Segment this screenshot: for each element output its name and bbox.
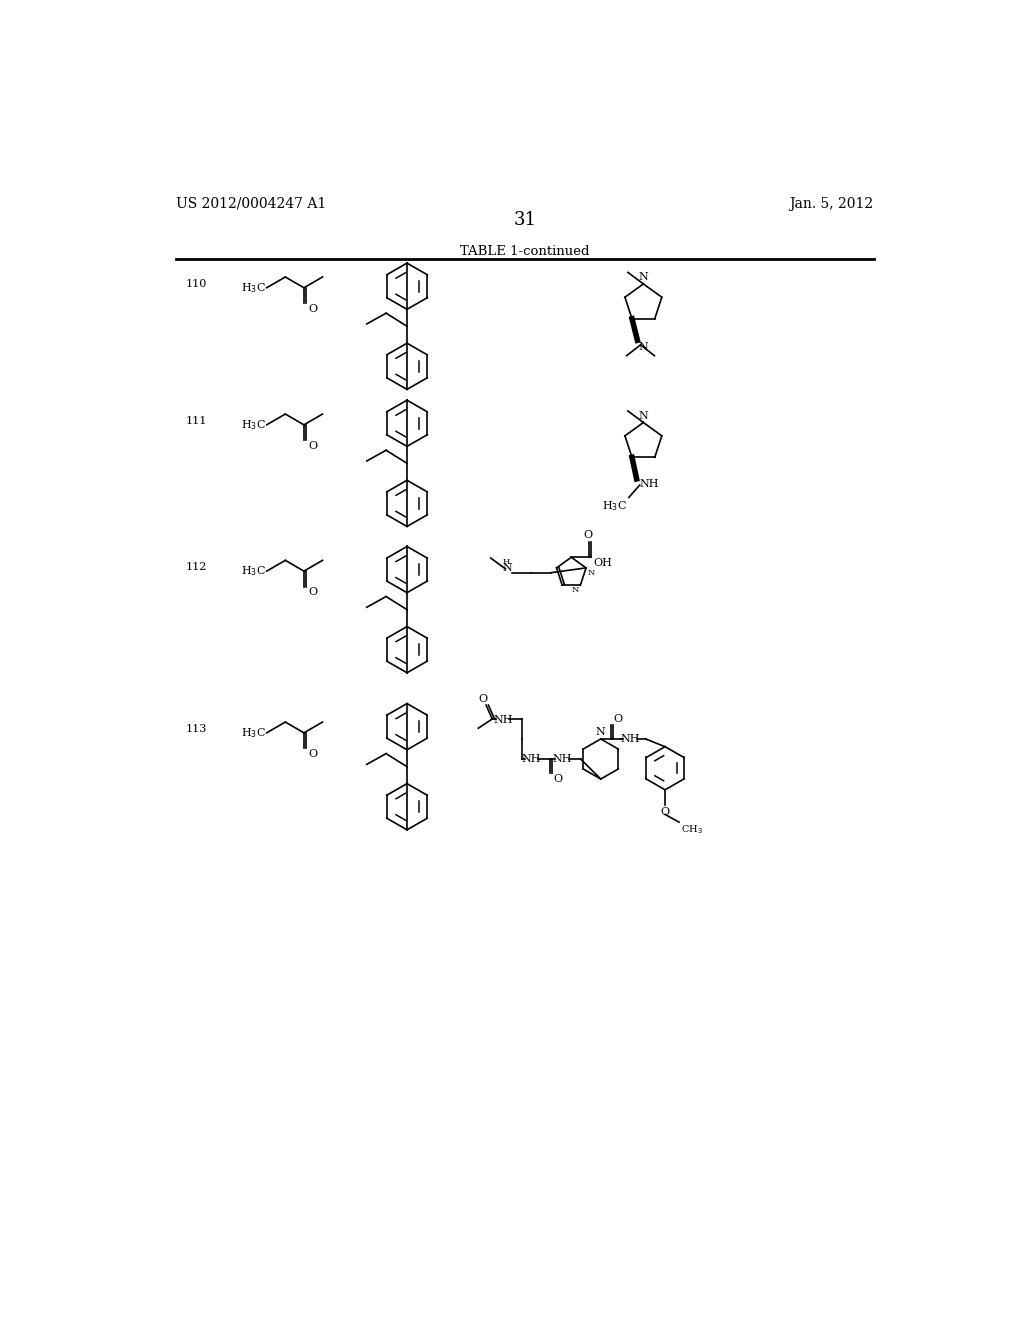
Text: O: O: [613, 714, 623, 723]
Text: N: N: [639, 411, 648, 421]
Text: NH: NH: [494, 714, 513, 725]
Text: O: O: [554, 775, 562, 784]
Text: 31: 31: [513, 211, 537, 228]
Text: N: N: [588, 569, 595, 577]
Text: H: H: [503, 558, 510, 566]
Text: OH: OH: [594, 558, 612, 568]
Text: Jan. 5, 2012: Jan. 5, 2012: [790, 197, 873, 211]
Text: O: O: [308, 587, 317, 597]
Text: TABLE 1-continued: TABLE 1-continued: [460, 244, 590, 257]
Text: H$_3$C: H$_3$C: [241, 281, 266, 294]
Text: $\mathregular{N}$: $\mathregular{N}$: [502, 561, 513, 573]
Text: O: O: [660, 807, 670, 817]
Text: O: O: [308, 441, 317, 451]
Text: N: N: [571, 586, 579, 594]
Text: N: N: [596, 727, 605, 738]
Text: NH: NH: [621, 734, 640, 744]
Text: N: N: [639, 272, 648, 282]
Text: N: N: [639, 342, 649, 352]
Text: O: O: [308, 748, 317, 759]
Text: H$_3$C: H$_3$C: [241, 564, 266, 578]
Text: 113: 113: [186, 723, 208, 734]
Text: H$_3$C: H$_3$C: [241, 726, 266, 739]
Text: NH: NH: [552, 754, 571, 764]
Text: H$_3$C: H$_3$C: [241, 418, 266, 432]
Text: O: O: [478, 693, 487, 704]
Text: CH$_3$: CH$_3$: [681, 822, 702, 836]
Text: NH: NH: [521, 754, 541, 764]
Text: 110: 110: [186, 279, 208, 289]
Text: 111: 111: [186, 416, 208, 425]
Text: NH: NH: [640, 479, 659, 488]
Text: O: O: [583, 531, 592, 540]
Text: H$_3$C: H$_3$C: [602, 499, 628, 512]
Text: O: O: [308, 304, 317, 314]
Text: 112: 112: [186, 562, 208, 572]
Text: US 2012/0004247 A1: US 2012/0004247 A1: [176, 197, 327, 211]
